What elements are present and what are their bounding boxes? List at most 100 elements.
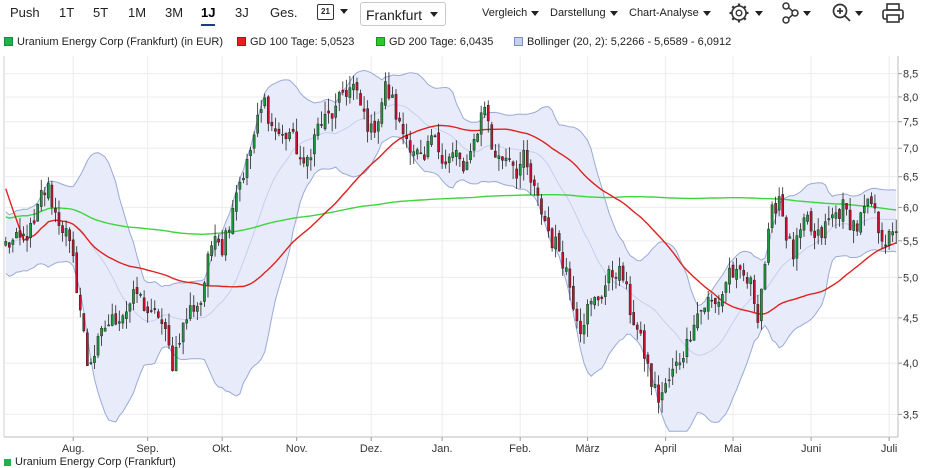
candle-body [564,267,568,272]
candle [181,322,185,355]
candle [568,261,572,301]
candle [582,313,586,344]
candle [852,219,855,244]
candle [89,358,93,365]
candle-body [149,310,153,312]
candle-body [469,151,472,160]
candle [767,222,770,266]
candle-body [611,270,614,278]
candle-body [742,269,745,276]
candle-body [128,303,132,312]
candle-body [39,190,43,207]
candle [628,276,632,324]
candle-body [887,231,891,246]
candle [838,207,841,227]
candle-body [713,298,717,305]
candle-body [699,309,703,312]
zoom-icon[interactable] [832,3,851,22]
zoom-caret-icon[interactable] [855,11,863,16]
candle-body [643,330,646,359]
candle-body [199,302,203,305]
range-ges[interactable]: Ges. [270,5,298,20]
candle [575,301,579,329]
candle-body [18,230,22,238]
settings-caret-icon[interactable] [755,11,763,16]
candle [362,96,366,120]
candle-body [572,285,575,310]
legend-swatch-gd100 [237,37,246,46]
candle [809,207,813,236]
candle-body [444,161,447,165]
candle-body [426,141,430,158]
network-caret-icon[interactable] [803,11,811,16]
candle [501,155,504,170]
range-3m[interactable]: 3M [165,5,184,20]
settings-icon[interactable] [729,3,749,23]
candle [497,143,501,171]
candle-body [86,332,89,366]
candle-body [139,294,142,296]
candle [330,113,334,132]
candle-body [880,230,884,242]
calendar-dropdown-caret[interactable] [340,9,348,14]
candle-body [376,121,380,132]
candle-body [295,131,298,155]
candle-body [529,163,533,183]
candle-body [50,184,54,208]
candle [834,205,838,229]
calendar-icon[interactable]: 21 [317,4,334,20]
range-1m[interactable]: 1M [128,5,147,20]
y-tick-label: 8,0 [903,92,918,104]
candle [490,121,494,150]
range-1t[interactable]: 1T [59,5,75,20]
range-1j[interactable]: 1J [201,3,216,26]
active-range-underline [201,24,216,26]
exchange-select[interactable]: Frankfurt [360,2,446,26]
candle [29,217,32,248]
candle-body [777,196,781,211]
candle-body [486,104,490,122]
menu-darstellung[interactable]: Darstellung [550,3,618,23]
candle-body [142,297,146,311]
candle-body [167,325,171,346]
candle [859,211,863,236]
range-3j[interactable]: 3J [235,5,249,20]
candle-body [277,128,281,134]
candle-body [174,347,178,372]
y-tick-label: 7,5 [903,117,918,129]
candle [291,122,295,134]
candle [135,276,139,303]
candle [894,219,898,245]
candle [341,81,345,96]
candle-body [68,229,71,242]
menu-chart-analyse[interactable]: Chart-Analyse [629,3,711,23]
candle [664,378,667,394]
candle-body [238,181,242,190]
candle-body [774,203,777,214]
candle [252,131,256,154]
candle [295,118,298,155]
candle-body [341,89,345,93]
network-icon[interactable] [782,2,799,24]
candle-body [61,225,64,233]
menu-vergleich[interactable]: Vergleich [482,3,540,23]
candle [483,101,487,118]
candle-body [859,212,863,233]
candle-body [660,392,664,401]
candle-body [430,135,433,145]
range-5t[interactable]: 5T [93,5,109,20]
candle-body [550,228,554,249]
print-icon[interactable] [882,3,904,23]
candle-body [78,294,82,311]
menu-chart-analyse-label: Chart-Analyse [629,7,699,19]
candle [774,196,777,225]
candle [93,344,96,370]
candle [550,227,554,252]
candle-body [64,228,68,237]
candle-body [47,182,50,199]
legend-gd200: GD 200 Tage: 6,0435 [376,36,493,48]
range-push[interactable]: Push [10,5,40,20]
candle-body [334,105,338,118]
candle [359,89,362,106]
candle [288,128,291,142]
